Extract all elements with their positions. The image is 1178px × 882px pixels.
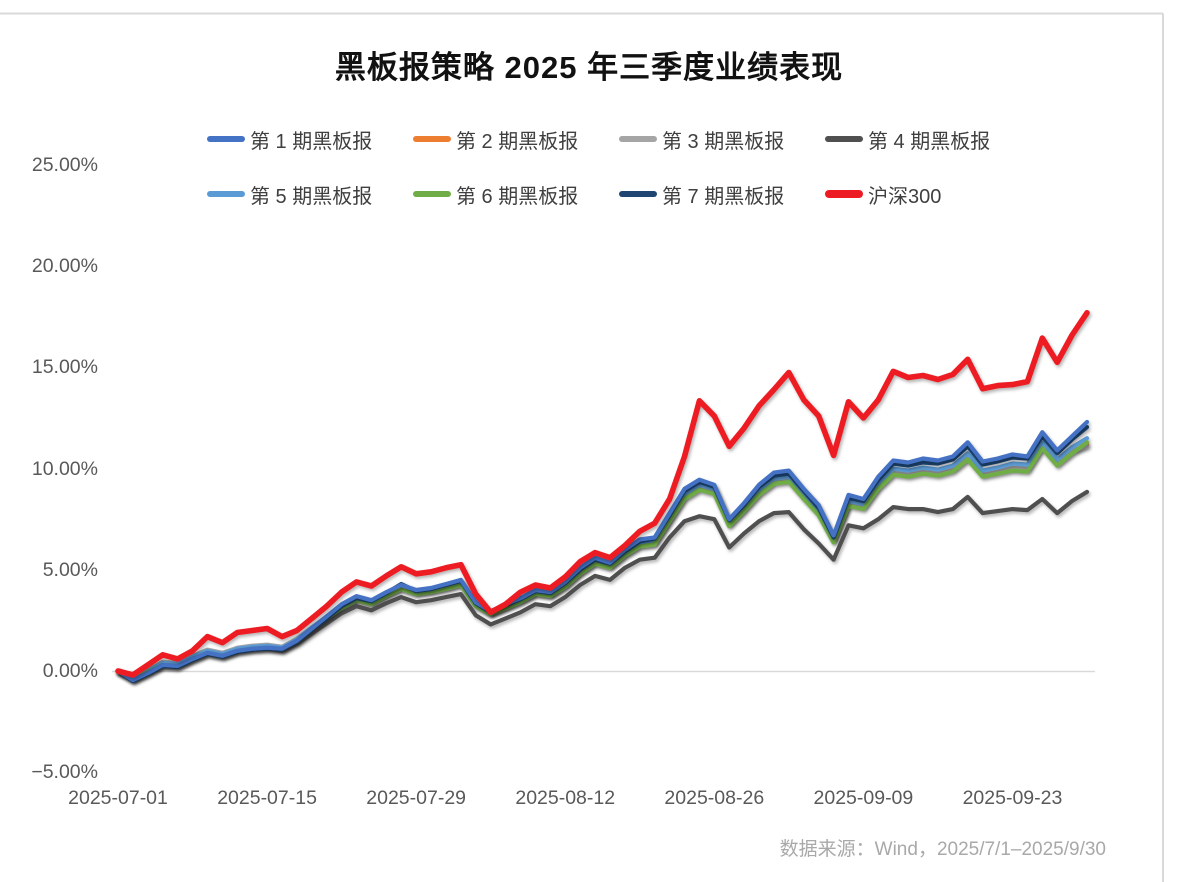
legend-item: 沪深300 — [825, 180, 1031, 209]
legend-item: 第 4 期黑板报 — [825, 125, 1031, 154]
data-source-note: 数据来源：Wind，2025/7/1–2025/9/30 — [779, 839, 1106, 860]
legend-label: 第 1 期黑板报 — [250, 130, 373, 153]
y-axis-label: 5.00% — [42, 558, 98, 581]
legend-line-swatch-icon — [413, 191, 451, 197]
legend-line-swatch-icon — [619, 136, 657, 142]
y-axis-label: 15.00% — [31, 356, 98, 379]
chart-title: 黑板报策略 2025 年三季度业绩表现 — [334, 50, 844, 85]
y-axis-label: 25.00% — [31, 154, 98, 176]
legend-line-swatch-icon — [825, 190, 863, 198]
series-line-0 — [115, 419, 1090, 683]
legend-label: 第 5 期黑板报 — [250, 185, 373, 208]
legend-line-swatch-icon — [619, 191, 657, 197]
legend-item: 第 2 期黑板报 — [413, 125, 619, 154]
legend-line-swatch-icon — [207, 191, 245, 197]
y-axis-label: 10.00% — [31, 457, 98, 480]
chart-legend: 第 1 期黑板报 第 2 期黑板报 第 3 期黑板报 第 4 期黑板报第 5 期黑板报… — [207, 118, 1087, 215]
y-axis-label: −5.00% — [31, 761, 98, 784]
series-line-3 — [115, 489, 1090, 683]
legend-line-swatch-icon — [413, 136, 451, 142]
series-line-7 — [115, 309, 1090, 678]
legend-item: 第 7 期黑板报 — [619, 180, 825, 209]
x-axis-label: 2025-07-15 — [217, 787, 317, 809]
x-axis-label: 2025-09-23 — [962, 787, 1063, 809]
legend-label: 第 3 期黑板报 — [662, 130, 785, 153]
legend-line-swatch-icon — [207, 136, 245, 142]
x-axis-label: 2025-07-29 — [366, 787, 467, 809]
y-axis-label: 20.00% — [31, 255, 98, 278]
y-axis-label: 0.00% — [42, 660, 98, 682]
legend-label: 第 2 期黑板报 — [456, 130, 579, 153]
legend-line-swatch-icon — [825, 136, 863, 142]
legend-label: 第 6 期黑板报 — [456, 185, 579, 208]
legend-item: 第 6 期黑板报 — [413, 180, 619, 209]
x-axis-label: 2025-09-09 — [813, 787, 914, 809]
x-axis-label: 2025-08-12 — [515, 787, 616, 809]
legend-row: 第 5 期黑板报 第 6 期黑板报 第 7 期黑板报 沪深300 — [207, 173, 1087, 215]
legend-label: 沪深300 — [868, 185, 942, 208]
legend-item: 第 1 期黑板报 — [207, 125, 413, 154]
x-axis-label: 2025-08-26 — [664, 787, 765, 809]
legend-item: 第 5 期黑板报 — [207, 180, 413, 209]
x-axis-label: 2025-07-01 — [68, 787, 168, 809]
legend-row: 第 1 期黑板报 第 2 期黑板报 第 3 期黑板报 第 4 期黑板报 — [207, 118, 1087, 160]
legend-label: 第 4 期黑板报 — [868, 130, 991, 153]
legend-item: 第 3 期黑板报 — [619, 125, 825, 154]
legend-label: 第 7 期黑板报 — [662, 185, 785, 208]
